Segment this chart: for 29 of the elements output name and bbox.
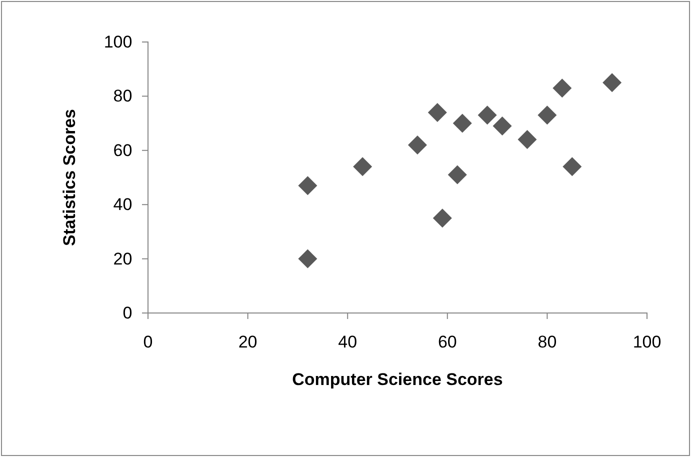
point	[562, 157, 582, 176]
point	[298, 176, 318, 196]
x-axis-title: Computer Science Scores	[292, 370, 503, 389]
y-tick-label: 100	[104, 32, 132, 52]
x-tick-label: 40	[338, 332, 358, 352]
x-tick-label: 100	[632, 332, 662, 352]
point	[538, 106, 557, 125]
point	[353, 157, 372, 176]
y-tick-label: 0	[122, 303, 132, 322]
point	[298, 249, 318, 268]
point	[602, 73, 622, 92]
point	[432, 208, 452, 228]
x-tick-label: 80	[538, 332, 557, 352]
y-axis-title: Statistics Scores	[60, 108, 79, 246]
point	[518, 130, 537, 150]
point	[478, 106, 497, 125]
y-tick-label: 80	[113, 86, 132, 106]
point	[552, 78, 572, 98]
point	[408, 135, 427, 154]
point	[452, 114, 472, 133]
y-tick-label: 40	[113, 195, 132, 214]
x-tick-label: 60	[438, 332, 457, 352]
point	[448, 165, 467, 184]
y-tick-label: 60	[113, 140, 132, 160]
y-tick-label: 20	[113, 249, 132, 268]
point	[492, 116, 512, 136]
x-tick-label: 20	[238, 332, 258, 352]
x-tick-label: 0	[143, 332, 153, 352]
point	[428, 102, 447, 122]
